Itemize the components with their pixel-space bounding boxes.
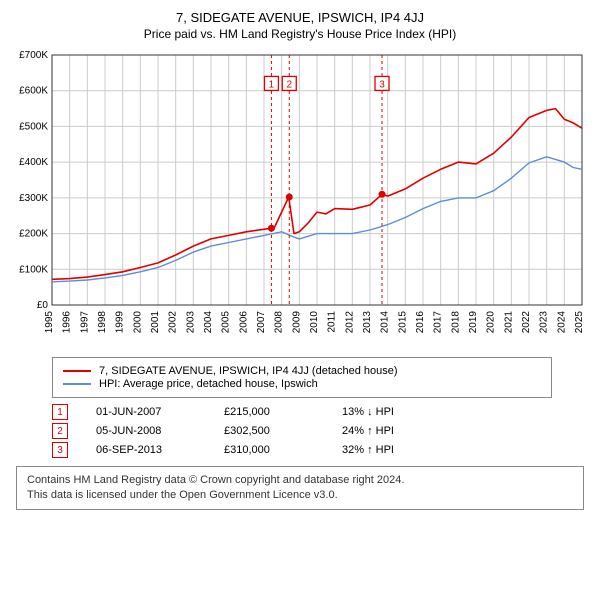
marker-number-box: 3 <box>52 442 68 458</box>
marker-date: 01-JUN-2007 <box>96 406 196 418</box>
marker-date: 06-SEP-2013 <box>96 444 196 456</box>
svg-text:2025: 2025 <box>574 311 585 334</box>
svg-text:2000: 2000 <box>132 311 143 334</box>
svg-text:£100K: £100K <box>19 264 48 275</box>
attribution-footer: Contains HM Land Registry data © Crown c… <box>16 466 584 510</box>
legend-item: 7, SIDEGATE AVENUE, IPSWICH, IP4 4JJ (de… <box>63 365 541 377</box>
svg-text:2015: 2015 <box>397 311 408 334</box>
svg-text:2002: 2002 <box>168 311 179 334</box>
legend-swatch <box>63 370 91 372</box>
svg-text:£0: £0 <box>37 300 49 311</box>
svg-text:2011: 2011 <box>327 311 338 333</box>
svg-text:2012: 2012 <box>344 311 355 334</box>
svg-text:£400K: £400K <box>19 157 48 168</box>
marker-hpi: 32% ↑ HPI <box>342 444 442 456</box>
svg-text:£500K: £500K <box>19 121 48 132</box>
svg-text:1997: 1997 <box>79 311 90 334</box>
svg-text:1995: 1995 <box>44 311 55 334</box>
svg-text:2004: 2004 <box>203 311 214 334</box>
marker-row: 3 06-SEP-2013 £310,000 32% ↑ HPI <box>52 442 592 458</box>
svg-text:2010: 2010 <box>309 311 320 334</box>
svg-text:2024: 2024 <box>556 311 567 334</box>
marker-row: 1 01-JUN-2007 £215,000 13% ↓ HPI <box>52 404 592 420</box>
legend-label: 7, SIDEGATE AVENUE, IPSWICH, IP4 4JJ (de… <box>99 365 398 377</box>
marker-number-box: 1 <box>52 404 68 420</box>
marker-table: 1 01-JUN-2007 £215,000 13% ↓ HPI 2 05-JUN-200… <box>52 404 592 458</box>
svg-text:1999: 1999 <box>115 311 126 334</box>
chart-title-address: 7, SIDEGATE AVENUE, IPSWICH, IP4 4JJ <box>8 10 592 25</box>
svg-text:2009: 2009 <box>291 311 302 334</box>
legend-label: HPI: Average price, detached house, Ipsw… <box>99 378 318 390</box>
footer-line2: This data is licensed under the Open Gov… <box>27 488 573 503</box>
svg-text:2005: 2005 <box>221 311 232 334</box>
svg-text:2017: 2017 <box>433 311 444 334</box>
marker-price: £215,000 <box>224 406 314 418</box>
svg-text:2006: 2006 <box>238 311 249 334</box>
svg-text:£300K: £300K <box>19 193 48 204</box>
footer-line1: Contains HM Land Registry data © Crown c… <box>27 473 573 488</box>
svg-text:£200K: £200K <box>19 229 48 240</box>
svg-text:2020: 2020 <box>486 311 497 334</box>
marker-hpi: 24% ↑ HPI <box>342 425 442 437</box>
svg-text:2: 2 <box>286 79 292 90</box>
svg-text:2014: 2014 <box>380 311 391 334</box>
legend-item: HPI: Average price, detached house, Ipsw… <box>63 378 541 390</box>
marker-price: £302,500 <box>224 425 314 437</box>
svg-text:2013: 2013 <box>362 311 373 334</box>
svg-text:2021: 2021 <box>503 311 514 334</box>
marker-date: 05-JUN-2008 <box>96 425 196 437</box>
svg-text:2003: 2003 <box>185 311 196 334</box>
svg-text:£600K: £600K <box>19 86 48 97</box>
svg-text:2008: 2008 <box>274 311 285 334</box>
svg-text:2001: 2001 <box>150 311 161 334</box>
chart-title-sub: Price paid vs. HM Land Registry's House … <box>8 27 592 41</box>
marker-number-box: 2 <box>52 423 68 439</box>
svg-text:2019: 2019 <box>468 311 479 334</box>
svg-text:2018: 2018 <box>450 311 461 334</box>
svg-text:1: 1 <box>269 79 275 90</box>
line-chart-svg: £0 £100K £200K £300K £400K £500K £600K £700K 199… <box>8 49 592 349</box>
marker-hpi: 13% ↓ HPI <box>342 406 442 418</box>
svg-text:2007: 2007 <box>256 311 267 334</box>
svg-text:£700K: £700K <box>19 50 48 61</box>
marker-row: 2 05-JUN-2008 £302,500 24% ↑ HPI <box>52 423 592 439</box>
legend-swatch <box>63 383 91 385</box>
svg-text:2022: 2022 <box>521 311 532 334</box>
svg-text:3: 3 <box>379 79 385 90</box>
marker-price: £310,000 <box>224 444 314 456</box>
svg-text:2023: 2023 <box>539 311 550 334</box>
chart-area: £0 £100K £200K £300K £400K £500K £600K £700K 199… <box>8 49 592 349</box>
legend: 7, SIDEGATE AVENUE, IPSWICH, IP4 4JJ (de… <box>52 357 552 398</box>
svg-text:1996: 1996 <box>62 311 73 334</box>
svg-text:2016: 2016 <box>415 311 426 334</box>
svg-text:1998: 1998 <box>97 311 108 334</box>
